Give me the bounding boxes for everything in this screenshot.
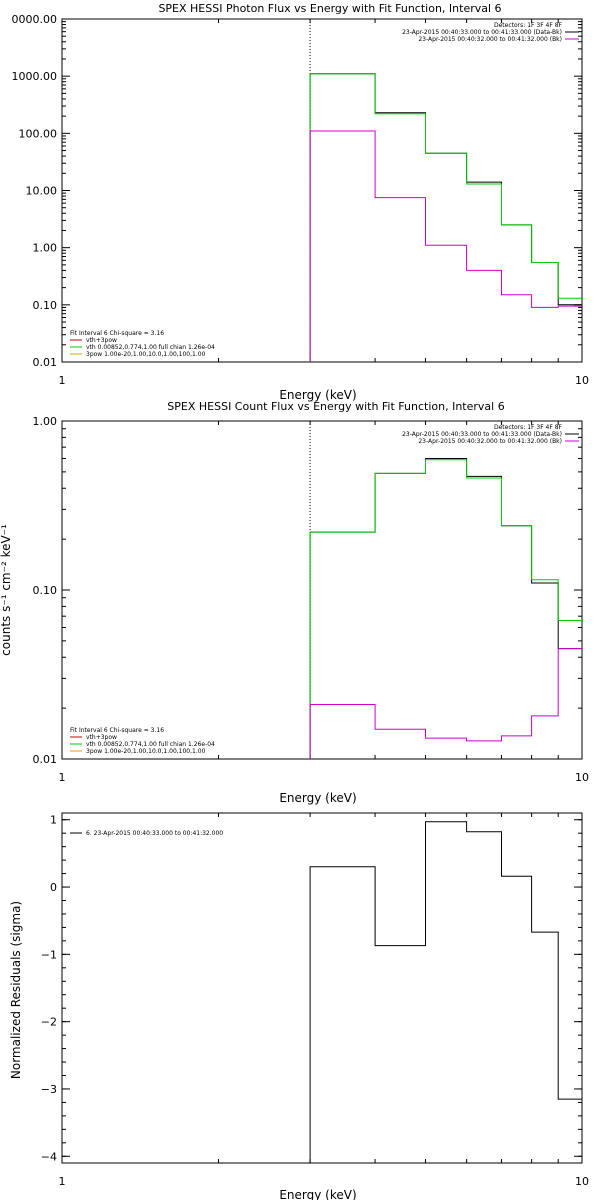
legend-entry: vth+3pow <box>86 734 117 741</box>
legend-entry: vth 0.00852,0.774,1.00 full chian 1.26e-… <box>86 741 215 748</box>
legend-entry: 6. 23-Apr-2015 00:40:33.000 to 00:41:32.… <box>86 830 223 837</box>
plot-frame <box>61 18 583 363</box>
plot-marks <box>309 421 582 759</box>
x-axis-label: Energy (keV) <box>279 388 356 402</box>
y-axis-label: Normalized Residuals (sigma) <box>9 901 23 1079</box>
x-tick-label: 10 <box>575 1175 589 1188</box>
legend-entry: 23-Apr-2015 00:40:33.000 to 00:41:33.000… <box>402 29 562 36</box>
legend-entry: 23-Apr-2015 00:40:33.000 to 00:41:33.000… <box>402 431 562 438</box>
series-data-line <box>309 73 582 362</box>
y-axis-label: counts s⁻¹ cm⁻² keV⁻¹ <box>0 524 13 656</box>
y-tick-label: −4 <box>41 1150 57 1163</box>
legend-entry: 23-Apr-2015 00:40:32.000 to 00:41:32.000… <box>418 438 562 445</box>
y-tick-label: 1 <box>50 814 57 827</box>
chart-title: SPEX HESSI Photon Flux vs Energy with Fi… <box>158 2 501 15</box>
chart-title: SPEX HESSI Count Flux vs Energy with Fit… <box>167 400 504 413</box>
legend-entry: Fit Interval 6 Chi-square = 3.16 <box>70 330 164 337</box>
y-tick-label: 0000.00 <box>12 13 58 26</box>
y-tick-label: 10.00 <box>26 185 58 198</box>
series-fit-line <box>309 73 582 362</box>
x-tick-label: 1 <box>59 771 66 784</box>
photon-flux-panel: SPEX HESSI Photon Flux vs Energy with Fi… <box>12 2 590 402</box>
y-tick-label: 1000.00 <box>12 70 58 83</box>
y-tick-label: −1 <box>41 948 57 961</box>
x-tick-label: 1 <box>59 1175 66 1188</box>
x-tick-label: 1 <box>59 374 66 387</box>
plot-marks <box>309 821 582 1163</box>
y-tick-label: 0.10 <box>33 299 58 312</box>
y-tick-label: 0.10 <box>33 584 58 597</box>
axis-ticks: 1 10 0.01 0.10 1.00 10.00 100.00 1000.00 0000.00 <box>12 13 590 387</box>
series-residuals-line <box>309 821 582 1163</box>
legend-entry: Detectors: 1F 3F 4F 8F <box>494 22 563 29</box>
count-flux-panel: SPEX HESSI Count Flux vs Energy with Fit… <box>0 400 589 805</box>
legend-entry: vth 0.00852,0.774,1.00 full chian 1.26e-… <box>86 344 215 351</box>
y-tick-label: 100.00 <box>19 127 58 140</box>
plot-marks <box>309 19 582 362</box>
series-fit-line <box>309 459 582 759</box>
axis-ticks: 1 10 −4 −3 −2 −1 0 1 <box>41 813 589 1188</box>
residuals-panel: Energy (keV) Normalized Residuals (sigma… <box>9 812 589 1200</box>
axis-ticks: 1 10 0.01 0.10 1.00 <box>33 415 590 784</box>
legend-entry: 3pow 1.00e-20,1.00,10.0,1.00,100,1.00 <box>86 351 206 358</box>
y-tick-label: −3 <box>41 1083 57 1096</box>
legend-entry: vth+3pow <box>86 337 117 344</box>
x-tick-label: 10 <box>575 374 589 387</box>
series-bk-line <box>309 130 582 362</box>
series-data-line <box>309 458 582 759</box>
plot-frame <box>61 812 583 1164</box>
legends: 6. 23-Apr-2015 00:40:33.000 to 00:41:32.… <box>70 830 223 837</box>
y-tick-label: 0 <box>50 881 57 894</box>
x-tick-label: 10 <box>575 771 589 784</box>
y-tick-label: −2 <box>41 1016 57 1029</box>
legend-entry: 23-Apr-2015 00:40:32.000 to 00:41:32.000… <box>418 36 562 43</box>
legend-entry: Fit Interval 6 Chi-square = 3.16 <box>70 727 164 734</box>
y-tick-label: 1.00 <box>33 415 58 428</box>
y-tick-label: 0.01 <box>33 753 58 766</box>
legend-entry: 3pow 1.00e-20,1.00,10.0,1.00,100,1.00 <box>86 748 206 755</box>
legend-entry: Detectors: 1F 3F 4F 8F <box>494 424 563 431</box>
series-bk-line <box>309 648 582 759</box>
y-tick-label: 1.00 <box>33 242 58 255</box>
plot-frame <box>61 420 583 760</box>
x-axis-label: Energy (keV) <box>279 791 356 805</box>
x-axis-label: Energy (keV) <box>279 1188 356 1200</box>
y-tick-label: 0.01 <box>33 356 58 369</box>
